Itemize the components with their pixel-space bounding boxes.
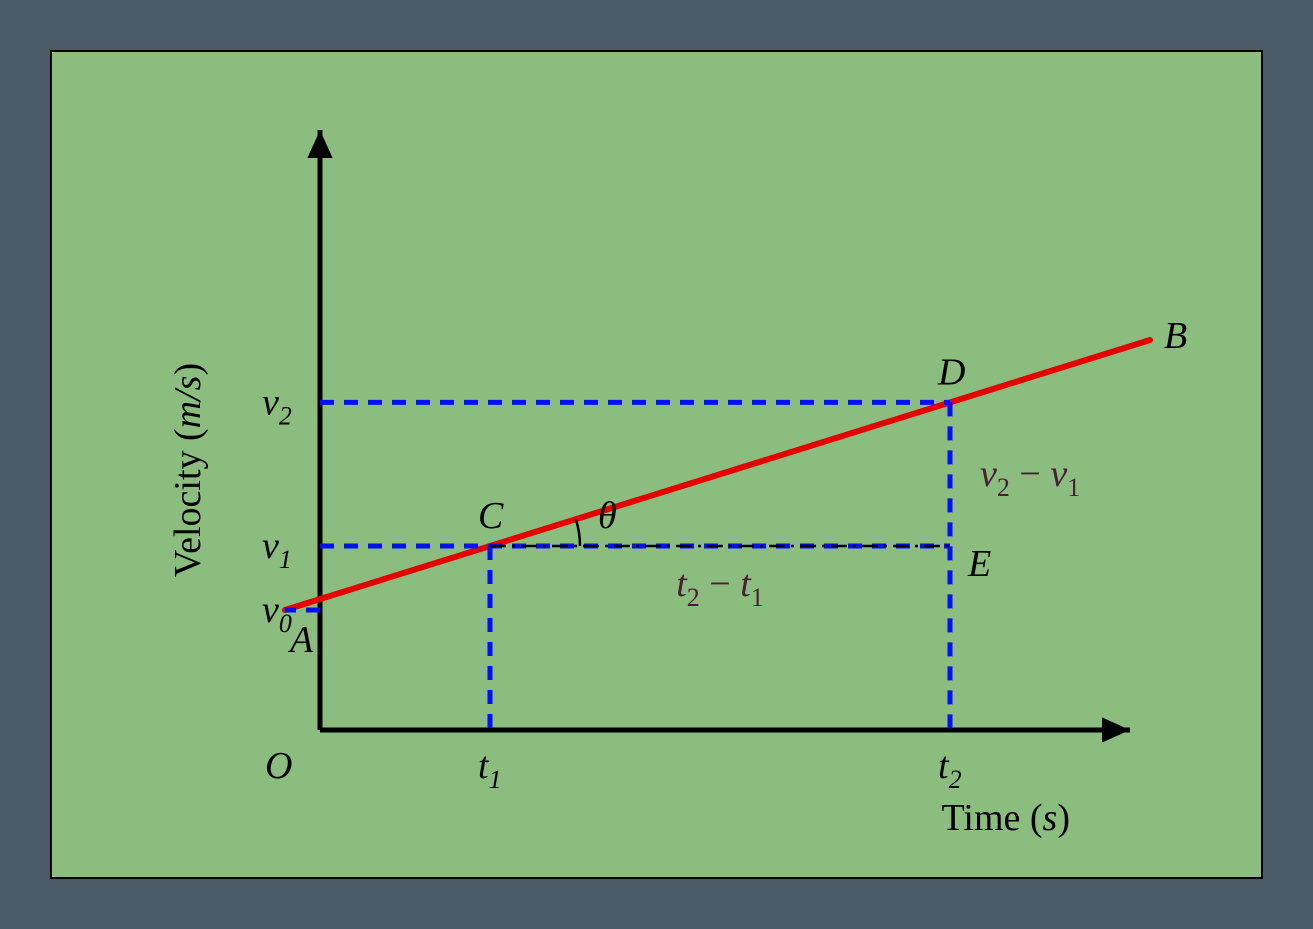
- svg-text:B: B: [1164, 315, 1187, 357]
- svg-text:Velocity (m/s): Velocity (m/s): [167, 363, 209, 577]
- svg-text:E: E: [967, 543, 991, 585]
- svg-text:D: D: [937, 351, 965, 393]
- vt-diagram: θABCDEOv0v1v2t1t2Time (s)Velocity (m/s)t…: [50, 50, 1263, 879]
- svg-text:Time (s): Time (s): [942, 797, 1070, 839]
- svg-text:O: O: [265, 745, 292, 787]
- svg-text:θ: θ: [598, 495, 617, 537]
- diagram-container: θABCDEOv0v1v2t1t2Time (s)Velocity (m/s)t…: [50, 50, 1263, 879]
- svg-text:C: C: [478, 495, 504, 537]
- svg-text:v2 − v1: v2 − v1: [980, 453, 1080, 502]
